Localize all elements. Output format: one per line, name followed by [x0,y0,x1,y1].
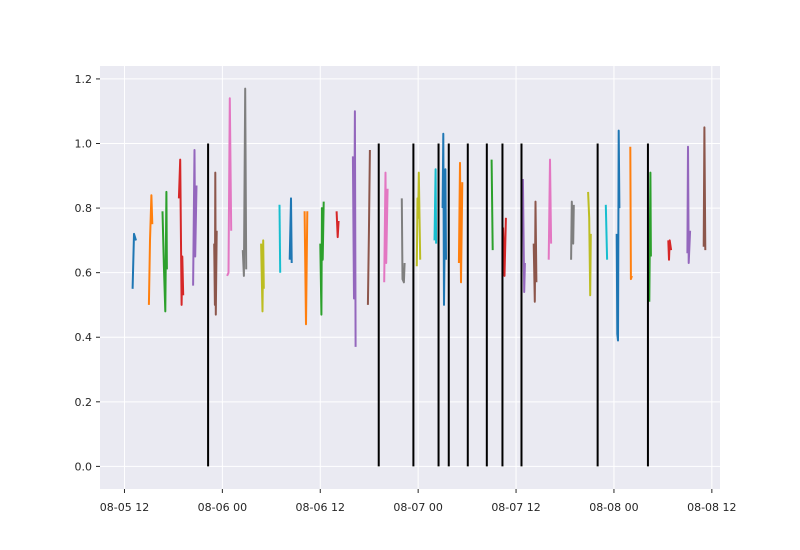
y-tick-label: 0.8 [75,202,93,215]
series-line [702,126,707,251]
series-line [335,211,340,239]
series-line [177,158,185,306]
x-tick-label: 08-06 00 [198,501,247,514]
x-axis: 08-05 12 08-06 00 08-06 12 08-07 00 08-07 12… [100,489,737,514]
series-line [433,168,438,244]
y-axis: 0.0 0.2 0.4 0.6 0.8 1.0 1.2 [75,73,100,473]
series-line [366,149,371,305]
series-line [383,171,389,283]
series-line [521,178,526,293]
series-line [400,198,406,284]
series-line [213,171,218,316]
series-line [570,200,575,260]
series-line [686,145,692,264]
series-line [457,161,464,284]
series-line [303,211,309,326]
x-tick-label: 08-07 12 [491,501,540,514]
series-line [161,190,168,313]
series-line [490,159,494,251]
x-tick-label: 08-05 12 [100,501,149,514]
series-line [615,129,621,342]
y-tick-label: 1.0 [75,137,93,150]
y-tick-label: 0.6 [75,267,93,280]
series-line [131,232,137,289]
series-line [532,200,538,303]
series-line [260,239,265,313]
series-line [415,171,422,267]
series-line [502,217,507,277]
series-line [351,110,357,347]
x-tick-label: 08-06 12 [296,501,345,514]
y-tick-label: 1.2 [75,73,93,86]
series-line [192,149,198,286]
series-line [147,194,154,305]
series-line [441,132,447,306]
series-line [288,197,293,264]
x-tick-label: 08-08 12 [687,501,736,514]
series-line [226,97,233,277]
series-line [547,158,553,260]
vertical-lines-group [207,143,649,467]
y-tick-label: 0.0 [75,460,93,473]
series-line [278,204,282,273]
x-tick-label: 08-07 00 [393,501,442,514]
series-line [667,239,673,261]
y-tick-label: 0.2 [75,396,93,409]
series-line [319,201,325,316]
series-line [629,146,633,281]
series-line [648,171,652,302]
y-tick-label: 0.4 [75,331,93,344]
x-tick-label: 08-08 00 [589,501,638,514]
series-line [587,191,592,297]
series-line [241,87,248,277]
series-line [604,204,609,260]
series-group [131,87,707,347]
